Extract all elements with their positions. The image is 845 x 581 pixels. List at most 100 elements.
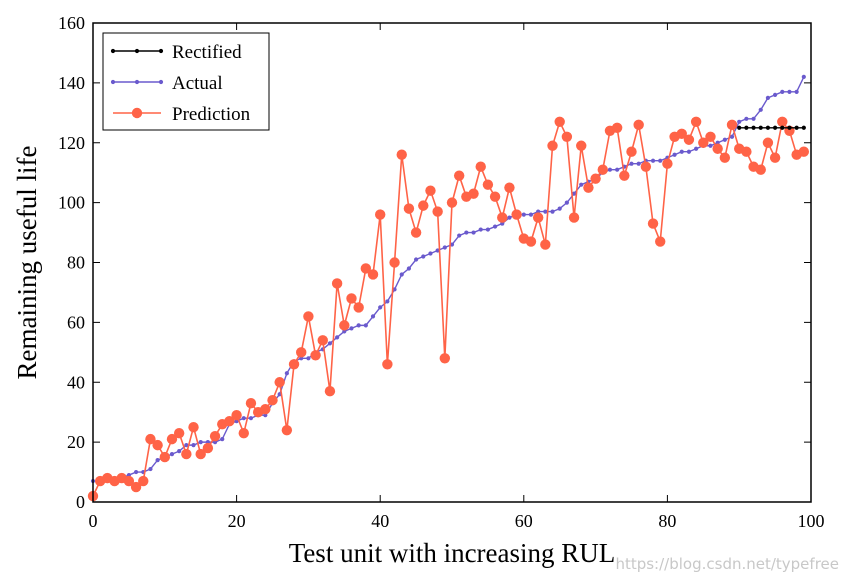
legend-swatch-marker <box>134 48 140 54</box>
data-point-prediction <box>245 398 257 409</box>
data-point-rectified <box>794 125 799 130</box>
data-point-prediction <box>547 140 558 151</box>
data-point-rectified <box>773 125 778 130</box>
data-point-prediction <box>396 149 407 160</box>
data-point-actual <box>471 230 476 235</box>
data-point-prediction <box>181 448 192 460</box>
data-point-prediction <box>453 170 465 181</box>
data-point-prediction <box>152 439 163 451</box>
data-point-prediction <box>188 421 199 433</box>
y-tick-label: 40 <box>67 372 85 392</box>
data-point-prediction <box>382 359 393 370</box>
data-point-actual <box>694 146 699 151</box>
data-point-rectified <box>787 125 792 130</box>
data-point-prediction <box>712 143 723 154</box>
data-point-actual <box>758 107 763 112</box>
data-point-prediction <box>655 236 666 247</box>
data-point-actual <box>737 119 742 124</box>
legend-item-actual: Actual <box>110 73 223 94</box>
data-point-actual <box>708 143 713 148</box>
data-point-prediction <box>224 415 235 427</box>
data-point-prediction <box>138 475 149 487</box>
data-point-prediction <box>662 158 673 169</box>
data-point-prediction <box>281 424 293 436</box>
data-point-prediction <box>324 386 336 397</box>
data-point-prediction <box>647 218 659 229</box>
data-point-actual <box>155 457 160 463</box>
data-point-prediction <box>130 481 142 493</box>
data-point-actual <box>385 299 390 304</box>
data-point-prediction <box>403 203 415 214</box>
legend-swatch-marker <box>158 48 164 54</box>
legend-swatch-marker <box>158 79 164 85</box>
data-point-prediction <box>288 359 300 370</box>
data-point-actual <box>284 371 289 376</box>
data-point-prediction <box>755 164 766 175</box>
data-point-actual <box>780 89 785 94</box>
legend: Rectified Actual Prediction <box>102 32 270 131</box>
data-point-actual <box>449 242 455 247</box>
data-point-prediction <box>310 350 321 361</box>
data-point-actual <box>485 227 490 232</box>
legend-swatch-marker <box>110 79 116 85</box>
data-point-prediction <box>410 227 422 238</box>
y-axis-label: Remaining useful life <box>12 146 42 380</box>
data-point-prediction <box>719 152 731 163</box>
x-tick-label: 20 <box>228 511 246 531</box>
data-point-actual <box>672 152 677 157</box>
data-point-prediction <box>367 269 379 280</box>
data-point-actual <box>327 341 333 346</box>
data-point-prediction <box>640 161 652 172</box>
x-axis-label: Test unit with increasing RUL <box>289 538 616 568</box>
data-point-actual <box>686 149 692 154</box>
data-point-actual <box>335 335 340 340</box>
data-point-actual <box>607 167 613 172</box>
data-point-actual <box>492 224 498 229</box>
plot-area <box>87 74 810 502</box>
data-point-prediction <box>432 206 443 217</box>
data-point-prediction <box>489 191 501 202</box>
data-point-actual <box>478 227 483 232</box>
data-point-actual <box>507 215 512 220</box>
data-point-actual <box>421 254 426 259</box>
y-tick-label: 80 <box>67 253 85 273</box>
data-point-prediction <box>633 119 644 130</box>
legend-label-actual: Actual <box>172 73 223 94</box>
series-line-prediction <box>92 119 805 497</box>
data-point-actual <box>370 314 376 319</box>
data-point-prediction <box>439 353 451 364</box>
data-point-prediction <box>339 320 350 331</box>
data-point-prediction <box>159 451 170 463</box>
data-point-actual <box>169 452 175 457</box>
x-tick-label: 80 <box>658 511 676 531</box>
data-point-prediction <box>726 119 738 130</box>
data-point-prediction <box>418 200 429 211</box>
y-tick-label: 60 <box>67 312 85 332</box>
data-point-rectified <box>751 125 756 130</box>
data-point-prediction <box>705 131 716 142</box>
legend-item-rectified: Rectified <box>110 42 242 63</box>
watermark: https://blog.csdn.net/typefree <box>615 555 839 573</box>
data-point-actual <box>543 209 548 214</box>
x-tick-label: 0 <box>89 511 98 531</box>
data-point-prediction <box>611 122 623 133</box>
data-point-prediction <box>425 185 436 196</box>
data-point-actual <box>191 443 196 448</box>
data-point-prediction <box>260 403 271 415</box>
data-point-actual <box>550 209 555 214</box>
series-rectified <box>737 125 806 130</box>
data-point-actual <box>349 326 354 331</box>
data-point-prediction <box>296 347 307 358</box>
y-tick-label: 140 <box>58 73 85 93</box>
data-point-prediction <box>195 448 206 460</box>
data-point-actual <box>363 323 368 328</box>
data-point-actual <box>248 416 254 421</box>
data-point-actual <box>636 161 641 166</box>
data-point-prediction <box>561 131 573 142</box>
data-point-prediction <box>798 146 810 157</box>
data-point-actual <box>378 305 383 310</box>
data-point-prediction <box>532 212 544 223</box>
data-point-prediction <box>173 427 185 439</box>
data-point-prediction <box>375 209 386 220</box>
data-point-actual <box>356 323 361 328</box>
